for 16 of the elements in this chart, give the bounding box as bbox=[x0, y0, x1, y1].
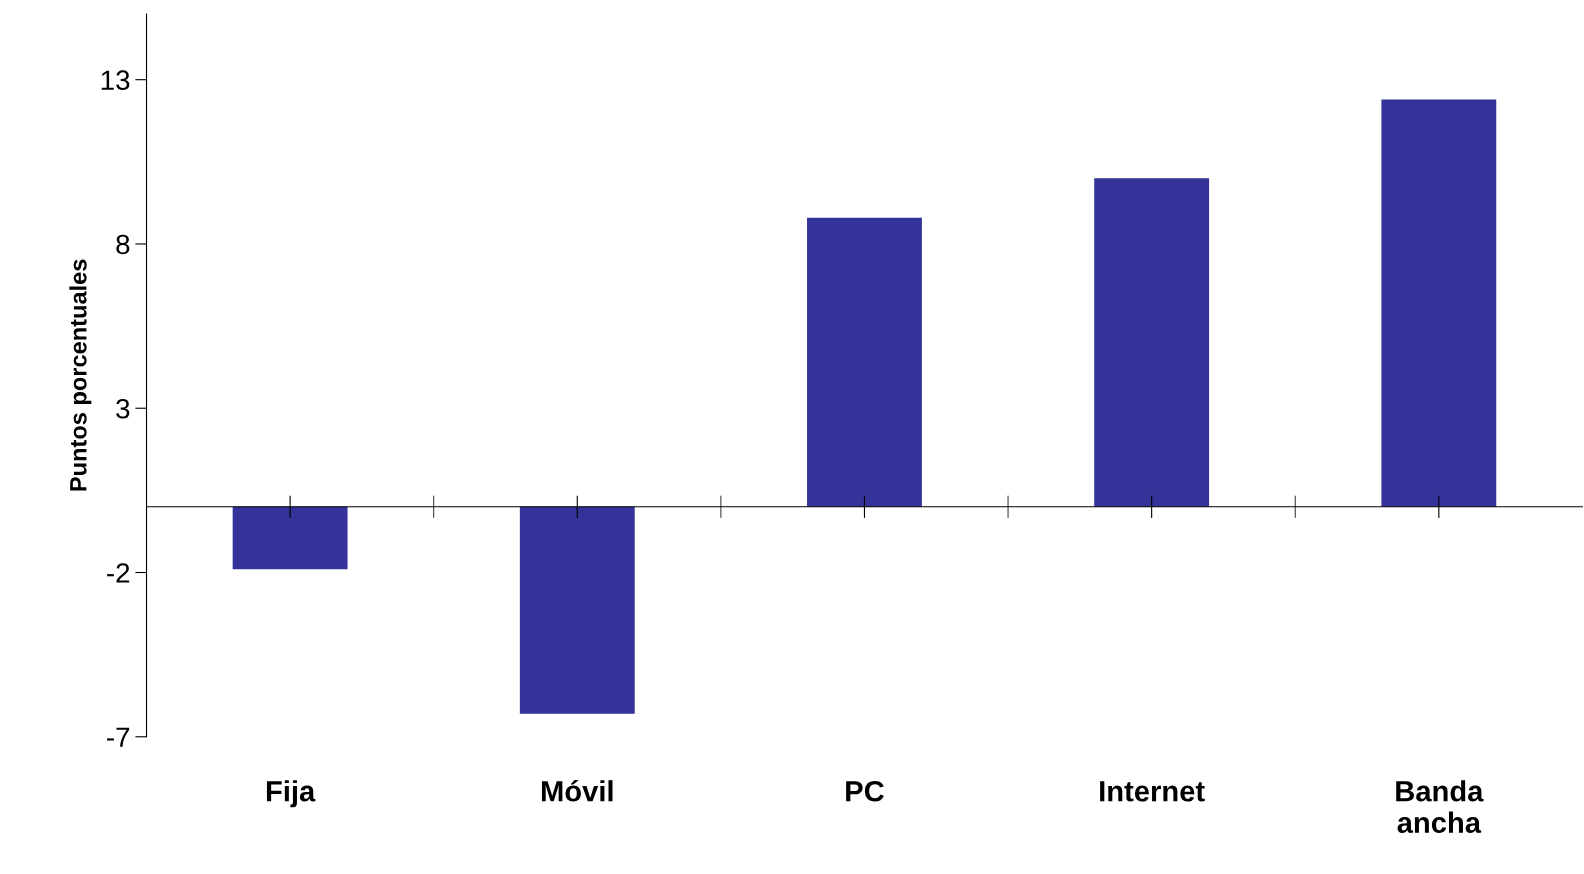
y-axis-title: Puntos porcentuales bbox=[69, 259, 92, 491]
x-tick-label: Móvil bbox=[541, 779, 613, 802]
x-tick-label: Banda ancha bbox=[1396, 780, 1484, 833]
bar bbox=[519, 506, 635, 714]
y-tick-label: -7 bbox=[107, 727, 130, 747]
bar bbox=[232, 506, 348, 570]
x-tick-label: Fija bbox=[266, 780, 316, 808]
y-tick-label: 13 bbox=[101, 70, 130, 91]
y-tick-label: -2 bbox=[107, 563, 130, 583]
y-tick-label: 8 bbox=[116, 234, 130, 255]
bar bbox=[1381, 99, 1497, 507]
bar bbox=[807, 217, 922, 507]
x-tick-label: PC bbox=[846, 780, 884, 802]
bar bbox=[1094, 178, 1210, 507]
x-tick-label: Internet bbox=[1100, 781, 1205, 802]
y-tick-label: 3 bbox=[116, 398, 130, 419]
